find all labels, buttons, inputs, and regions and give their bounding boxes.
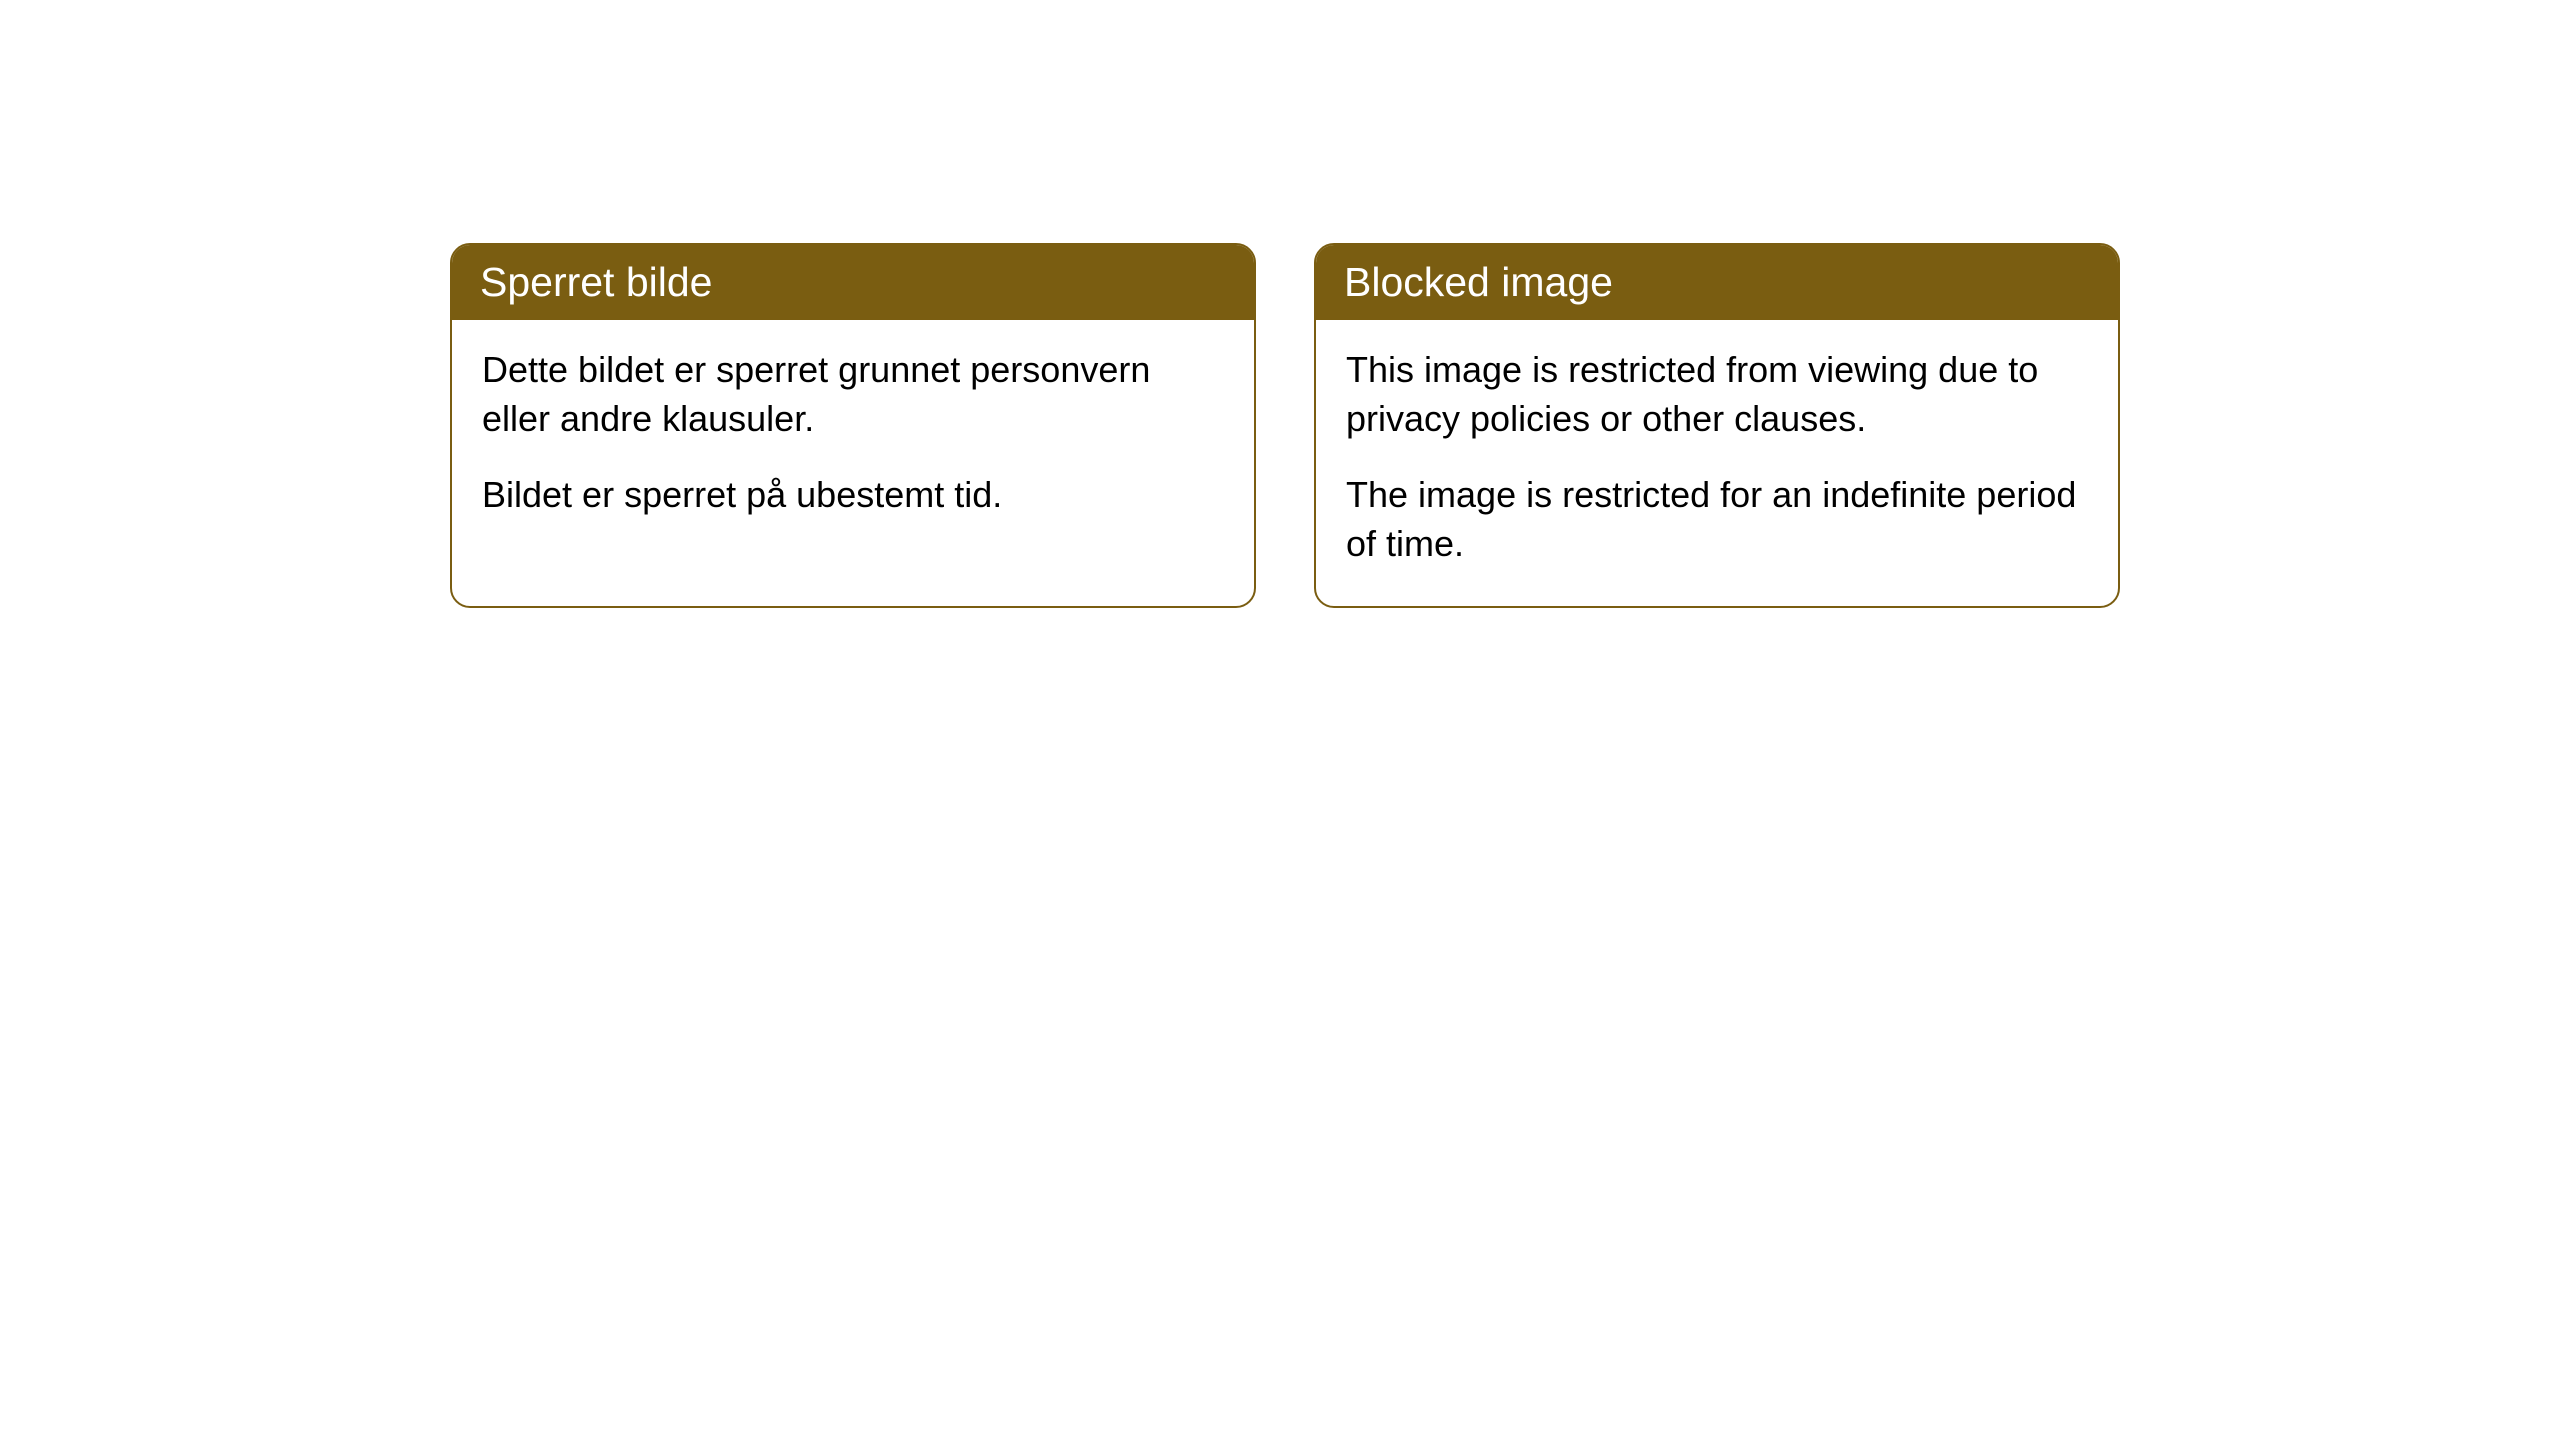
card-paragraph-2: Bildet er sperret på ubestemt tid. [482,471,1224,520]
card-header: Sperret bilde [452,245,1254,320]
card-header: Blocked image [1316,245,2118,320]
card-paragraph-1: This image is restricted from viewing du… [1346,346,2088,443]
card-title: Sperret bilde [480,259,712,305]
blocked-image-card-english: Blocked image This image is restricted f… [1314,243,2120,608]
notice-cards-container: Sperret bilde Dette bildet er sperret gr… [450,243,2560,608]
card-body: Dette bildet er sperret grunnet personve… [452,320,1254,558]
blocked-image-card-norwegian: Sperret bilde Dette bildet er sperret gr… [450,243,1256,608]
card-paragraph-2: The image is restricted for an indefinit… [1346,471,2088,568]
card-title: Blocked image [1344,259,1613,305]
card-paragraph-1: Dette bildet er sperret grunnet personve… [482,346,1224,443]
card-body: This image is restricted from viewing du… [1316,320,2118,606]
